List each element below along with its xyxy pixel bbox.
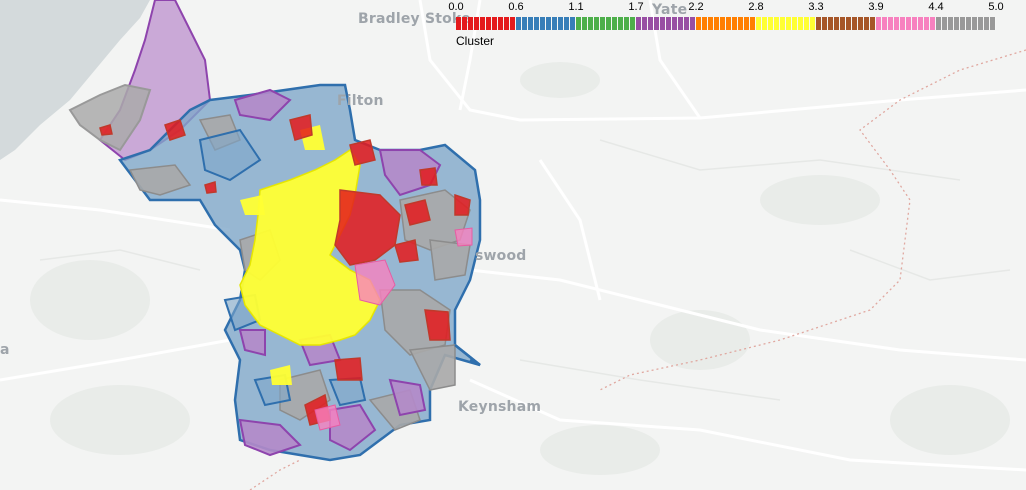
legend-tick-label: 2.8 — [748, 1, 764, 13]
legend-segment — [756, 17, 816, 30]
legend-tick-label: 1.7 — [628, 1, 644, 13]
place-label-bradley-stoke: Bradley Stoke — [358, 11, 471, 27]
legend-tick-label: 5.0 — [988, 1, 1004, 13]
land-texture — [30, 62, 1010, 475]
legend-segment — [876, 17, 936, 30]
legend-tick-label: 2.2 — [688, 1, 704, 13]
legend-segment — [696, 17, 756, 30]
legend-segment — [936, 17, 996, 30]
cluster-regions[interactable] — [68, 0, 482, 462]
place-label-yate: Yate — [652, 2, 688, 18]
district-boundary — [249, 49, 1026, 490]
legend-segment — [576, 17, 636, 30]
place-label-keynsham: Keynsham — [458, 399, 542, 415]
place-label-west-edge: a — [0, 342, 10, 358]
legend-tick-label: 0.6 — [508, 1, 524, 13]
cluster-legend: 0.0 0.6 1.1 1.7 2.2 2.8 3.3 3.9 4.4 5.0 Cluster — [448, 0, 1010, 52]
legend-tick-label: 3.9 — [868, 1, 884, 13]
place-label-kingswood: swood — [475, 248, 527, 264]
legend-segment — [456, 17, 516, 30]
legend-segment — [516, 17, 576, 30]
legend-tick-label: 3.3 — [808, 1, 824, 13]
legend-tick-label: 0.0 — [448, 1, 464, 13]
legend-tick-label: 4.4 — [928, 1, 944, 13]
place-label-filton: Filton — [337, 93, 384, 109]
legend-color-bar — [456, 17, 996, 30]
estuary-water — [0, 0, 150, 160]
legend-segment — [636, 17, 696, 30]
legend-title: Cluster — [456, 34, 495, 48]
legend-segment — [816, 17, 876, 30]
legend-tick-label: 1.1 — [568, 1, 584, 13]
